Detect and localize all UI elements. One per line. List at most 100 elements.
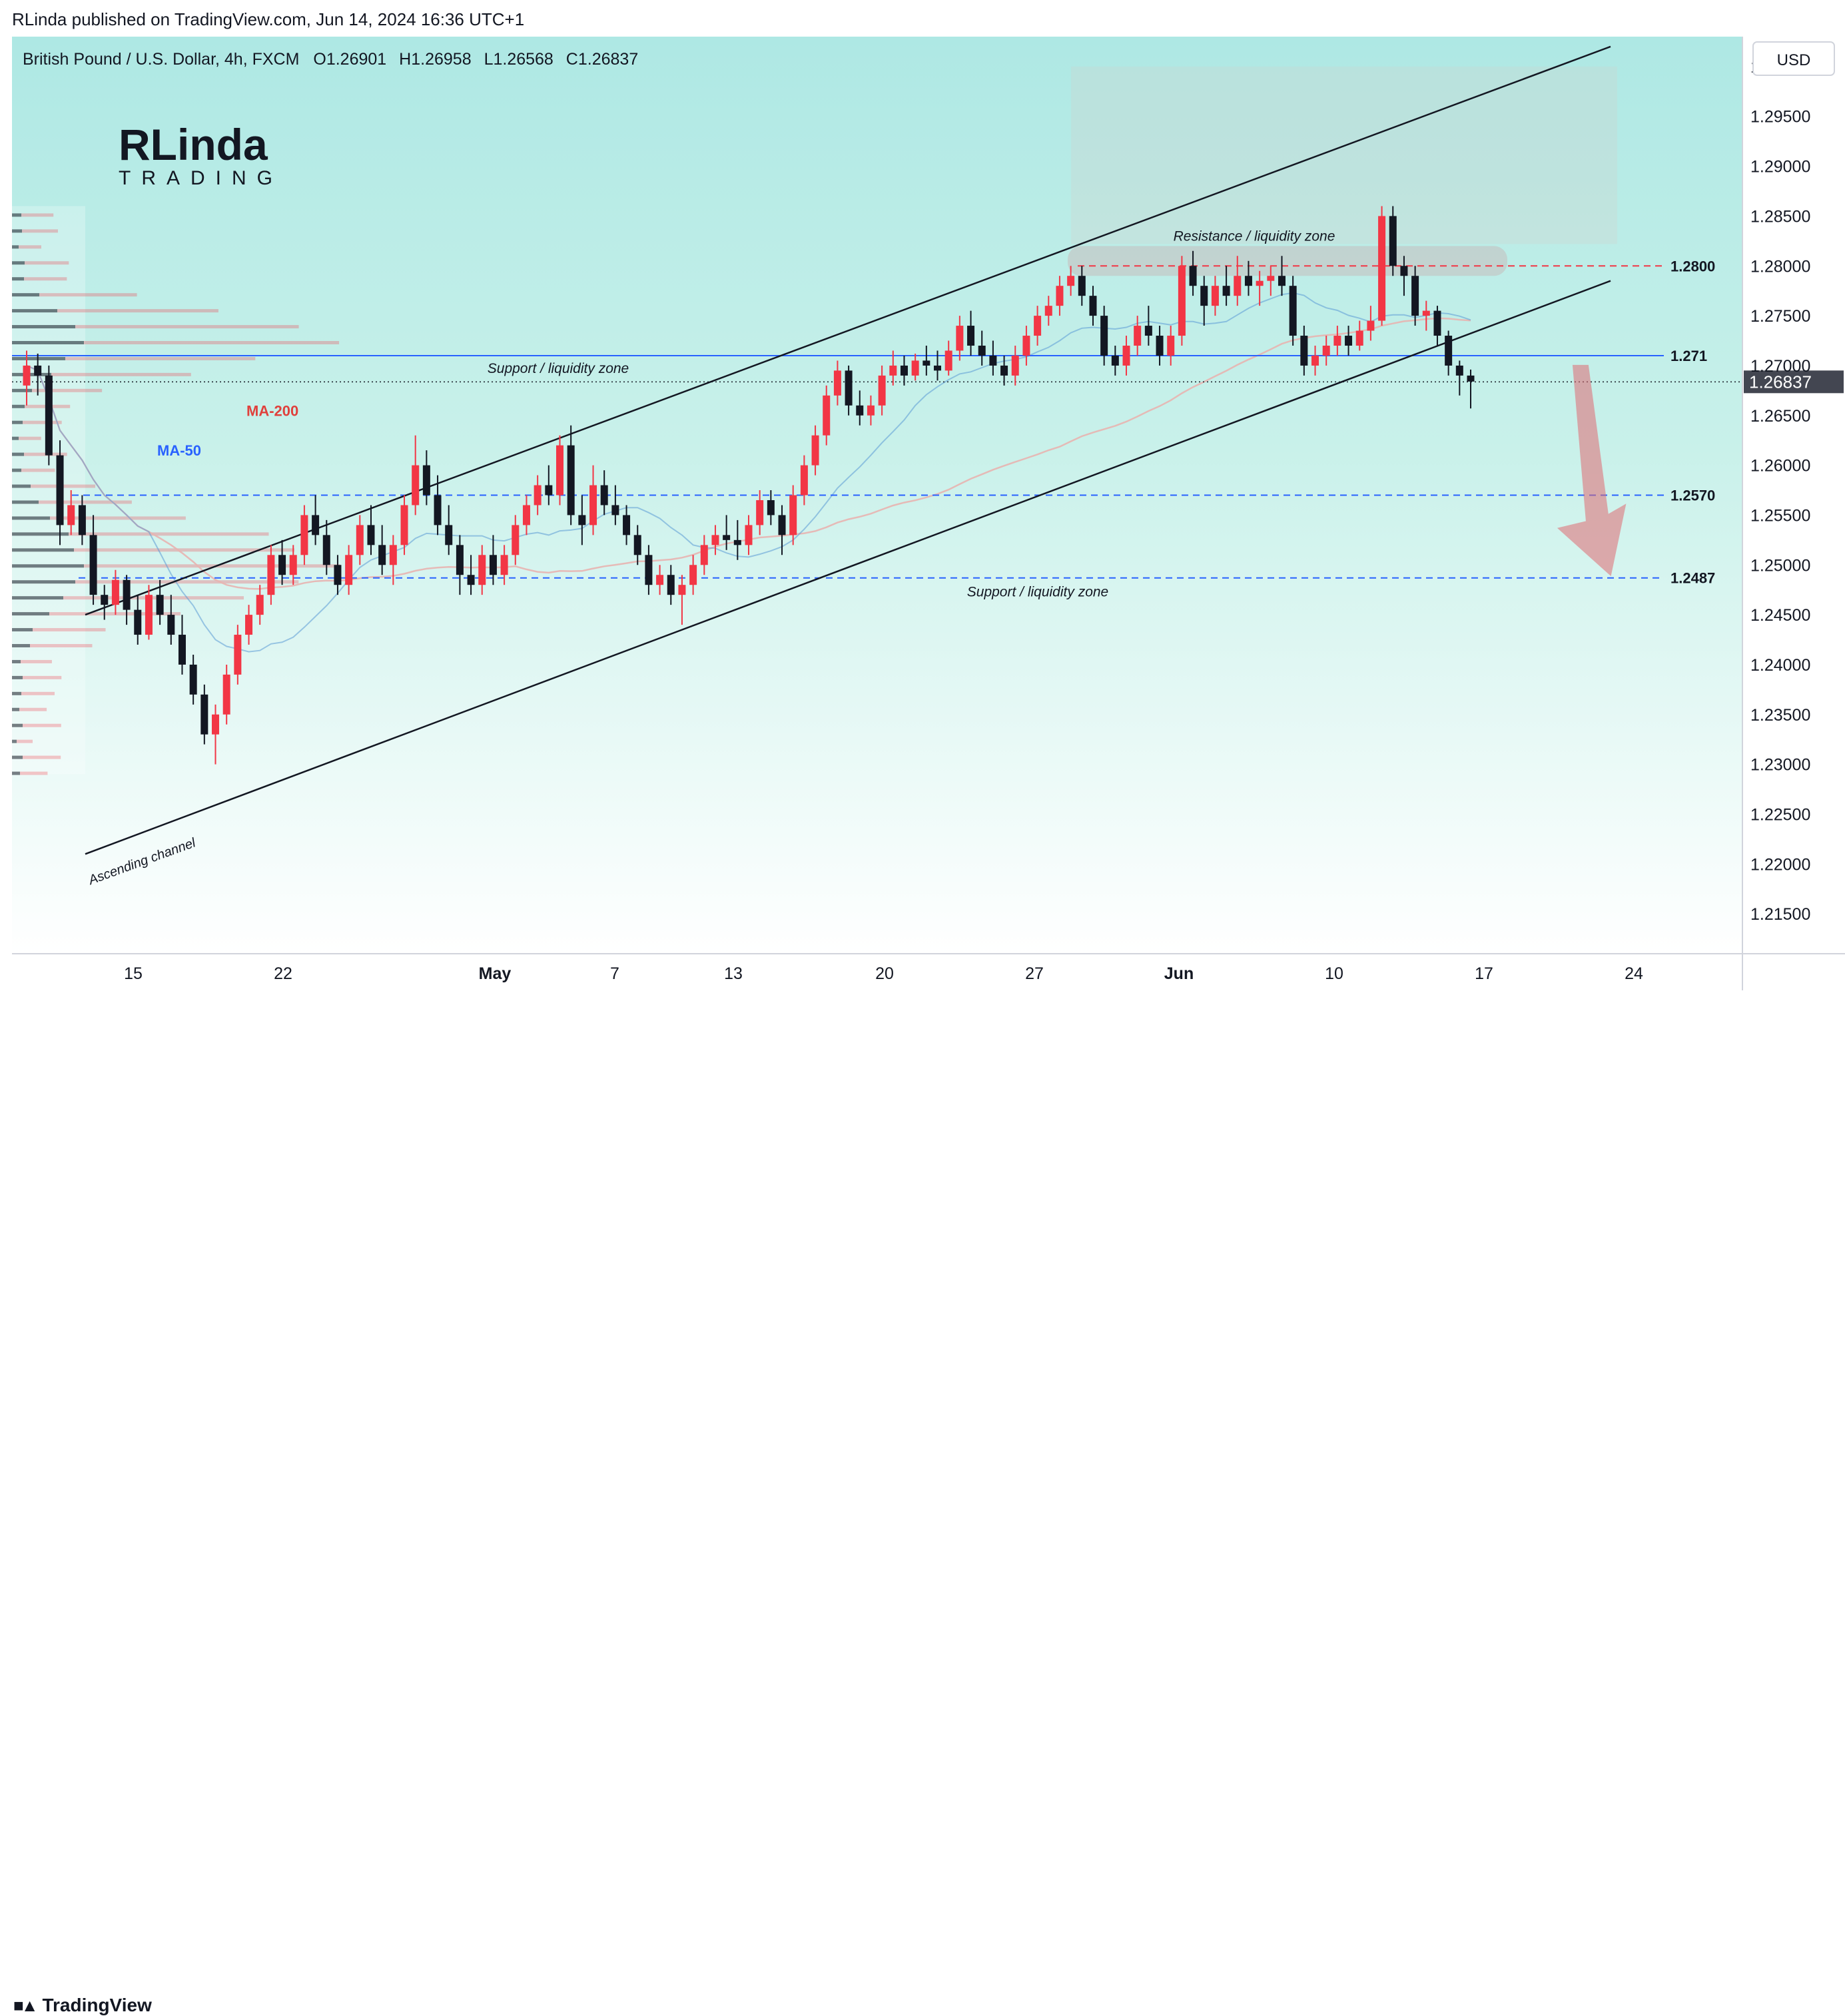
- candle: [234, 625, 242, 685]
- annotation-label: MA-200: [246, 402, 298, 419]
- candle: [145, 585, 153, 640]
- candle-body: [34, 365, 42, 376]
- candle: [322, 519, 330, 575]
- candle: [278, 539, 286, 585]
- publisher-text: RLinda published on TradingView.com, Jun…: [12, 9, 525, 29]
- candle: [267, 545, 275, 605]
- currency-button[interactable]: USD: [1752, 41, 1835, 76]
- chart-area[interactable]: 1.2800 1.271 1.2570 1.2487 1.26837 Resistanc…: [12, 37, 1845, 990]
- tradingview-logo[interactable]: ■▲ TradingView: [13, 1995, 152, 2016]
- candle-body: [578, 515, 586, 525]
- candle-body: [1000, 365, 1008, 376]
- candle-body: [334, 565, 342, 585]
- price-tick-label: 1.22500: [1750, 805, 1810, 824]
- candle-body: [422, 465, 430, 496]
- candle: [1044, 296, 1052, 326]
- candle-body: [1411, 276, 1419, 316]
- channel-lower-line: [85, 280, 1611, 855]
- candle-body: [56, 455, 64, 525]
- candle-body: [67, 505, 75, 525]
- volume-bar: [12, 293, 137, 297]
- candle-body: [778, 515, 786, 535]
- candle-body: [145, 595, 153, 635]
- volume-bar: [12, 484, 96, 488]
- candle-body: [567, 445, 575, 515]
- candle-body: [1345, 336, 1353, 346]
- volume-bar-light: [21, 213, 54, 217]
- volume-bar-light: [39, 500, 132, 504]
- candle: [45, 365, 53, 466]
- candle-body: [200, 694, 208, 735]
- candle-body: [889, 365, 897, 376]
- candle: [878, 365, 886, 416]
- candle-body: [212, 714, 220, 735]
- volume-bar-light: [50, 516, 186, 520]
- candle-body: [1244, 276, 1252, 286]
- time-tick-label: 7: [610, 964, 619, 983]
- candle-body: [611, 505, 619, 515]
- ma-50-line: [26, 292, 1471, 653]
- price-axis-panel[interactable]: [1742, 37, 1845, 954]
- volume-bar-dark: [12, 404, 25, 408]
- time-tick-label: 13: [724, 964, 743, 983]
- candle-body: [723, 535, 731, 540]
- candle: [123, 575, 131, 625]
- candle-body: [1011, 355, 1019, 376]
- candle-body: [944, 350, 952, 371]
- candle-body: [123, 579, 131, 610]
- candle: [1345, 326, 1353, 356]
- candle-body: [967, 326, 975, 346]
- volume-bar-dark: [12, 293, 39, 297]
- candle: [611, 485, 619, 525]
- candle: [1378, 206, 1386, 326]
- candle: [623, 505, 631, 545]
- candle: [745, 515, 753, 555]
- candle: [1445, 330, 1453, 376]
- candle: [1134, 316, 1142, 356]
- volume-bar-light: [75, 325, 299, 329]
- price-tick-label: 1.28000: [1750, 257, 1810, 276]
- volume-bar: [12, 707, 47, 711]
- volume-bar: [12, 213, 54, 217]
- candle-body: [1111, 355, 1119, 366]
- volume-bar-light: [21, 691, 55, 695]
- candle-body: [878, 375, 886, 406]
- candle: [1111, 345, 1119, 376]
- annotation-label: Resistance / liquidity zone: [1174, 228, 1335, 244]
- candle: [1278, 256, 1286, 296]
- volume-bar: [12, 659, 52, 663]
- price-tick-label: 1.23000: [1750, 756, 1810, 775]
- annotation-label: Support / liquidity zone: [967, 585, 1108, 600]
- candle: [56, 440, 64, 545]
- volume-bar-light: [20, 771, 48, 775]
- volume-bar: [12, 420, 62, 424]
- instrument-name: British Pound / U.S. Dollar, 4h, FXCM: [23, 50, 299, 69]
- candle-body: [1022, 336, 1030, 356]
- candlestick-chart[interactable]: 1.2800 1.271 1.2570 1.2487 1.26837 Resistanc…: [12, 37, 1845, 990]
- volume-profile: [12, 206, 340, 775]
- candle-body: [545, 485, 553, 496]
- candle: [23, 350, 31, 406]
- candle-body: [911, 360, 919, 376]
- candle-body: [189, 664, 197, 695]
- candle-body: [1167, 336, 1175, 356]
- time-axis-ticks: 15 22 May 7 13 20 27 Jun 10 17 24: [124, 964, 1643, 983]
- candle-body: [867, 405, 875, 416]
- volume-bar-light: [30, 644, 93, 648]
- currency-button-label: USD: [1777, 51, 1811, 69]
- candle-body: [267, 555, 275, 595]
- candle: [900, 355, 908, 386]
- candle-body: [222, 674, 230, 715]
- volume-bar: [12, 644, 93, 648]
- level-label: 1.2570: [1670, 488, 1715, 504]
- volume-bar-light: [19, 436, 41, 440]
- candle-body: [1044, 306, 1052, 316]
- candle: [711, 525, 719, 555]
- candle-body: [478, 555, 486, 585]
- candle: [222, 664, 230, 725]
- candle: [1367, 306, 1375, 341]
- candle-body: [456, 545, 464, 575]
- candle: [1167, 326, 1175, 366]
- candle-body: [1256, 280, 1264, 286]
- level-label: 1.271: [1670, 348, 1707, 364]
